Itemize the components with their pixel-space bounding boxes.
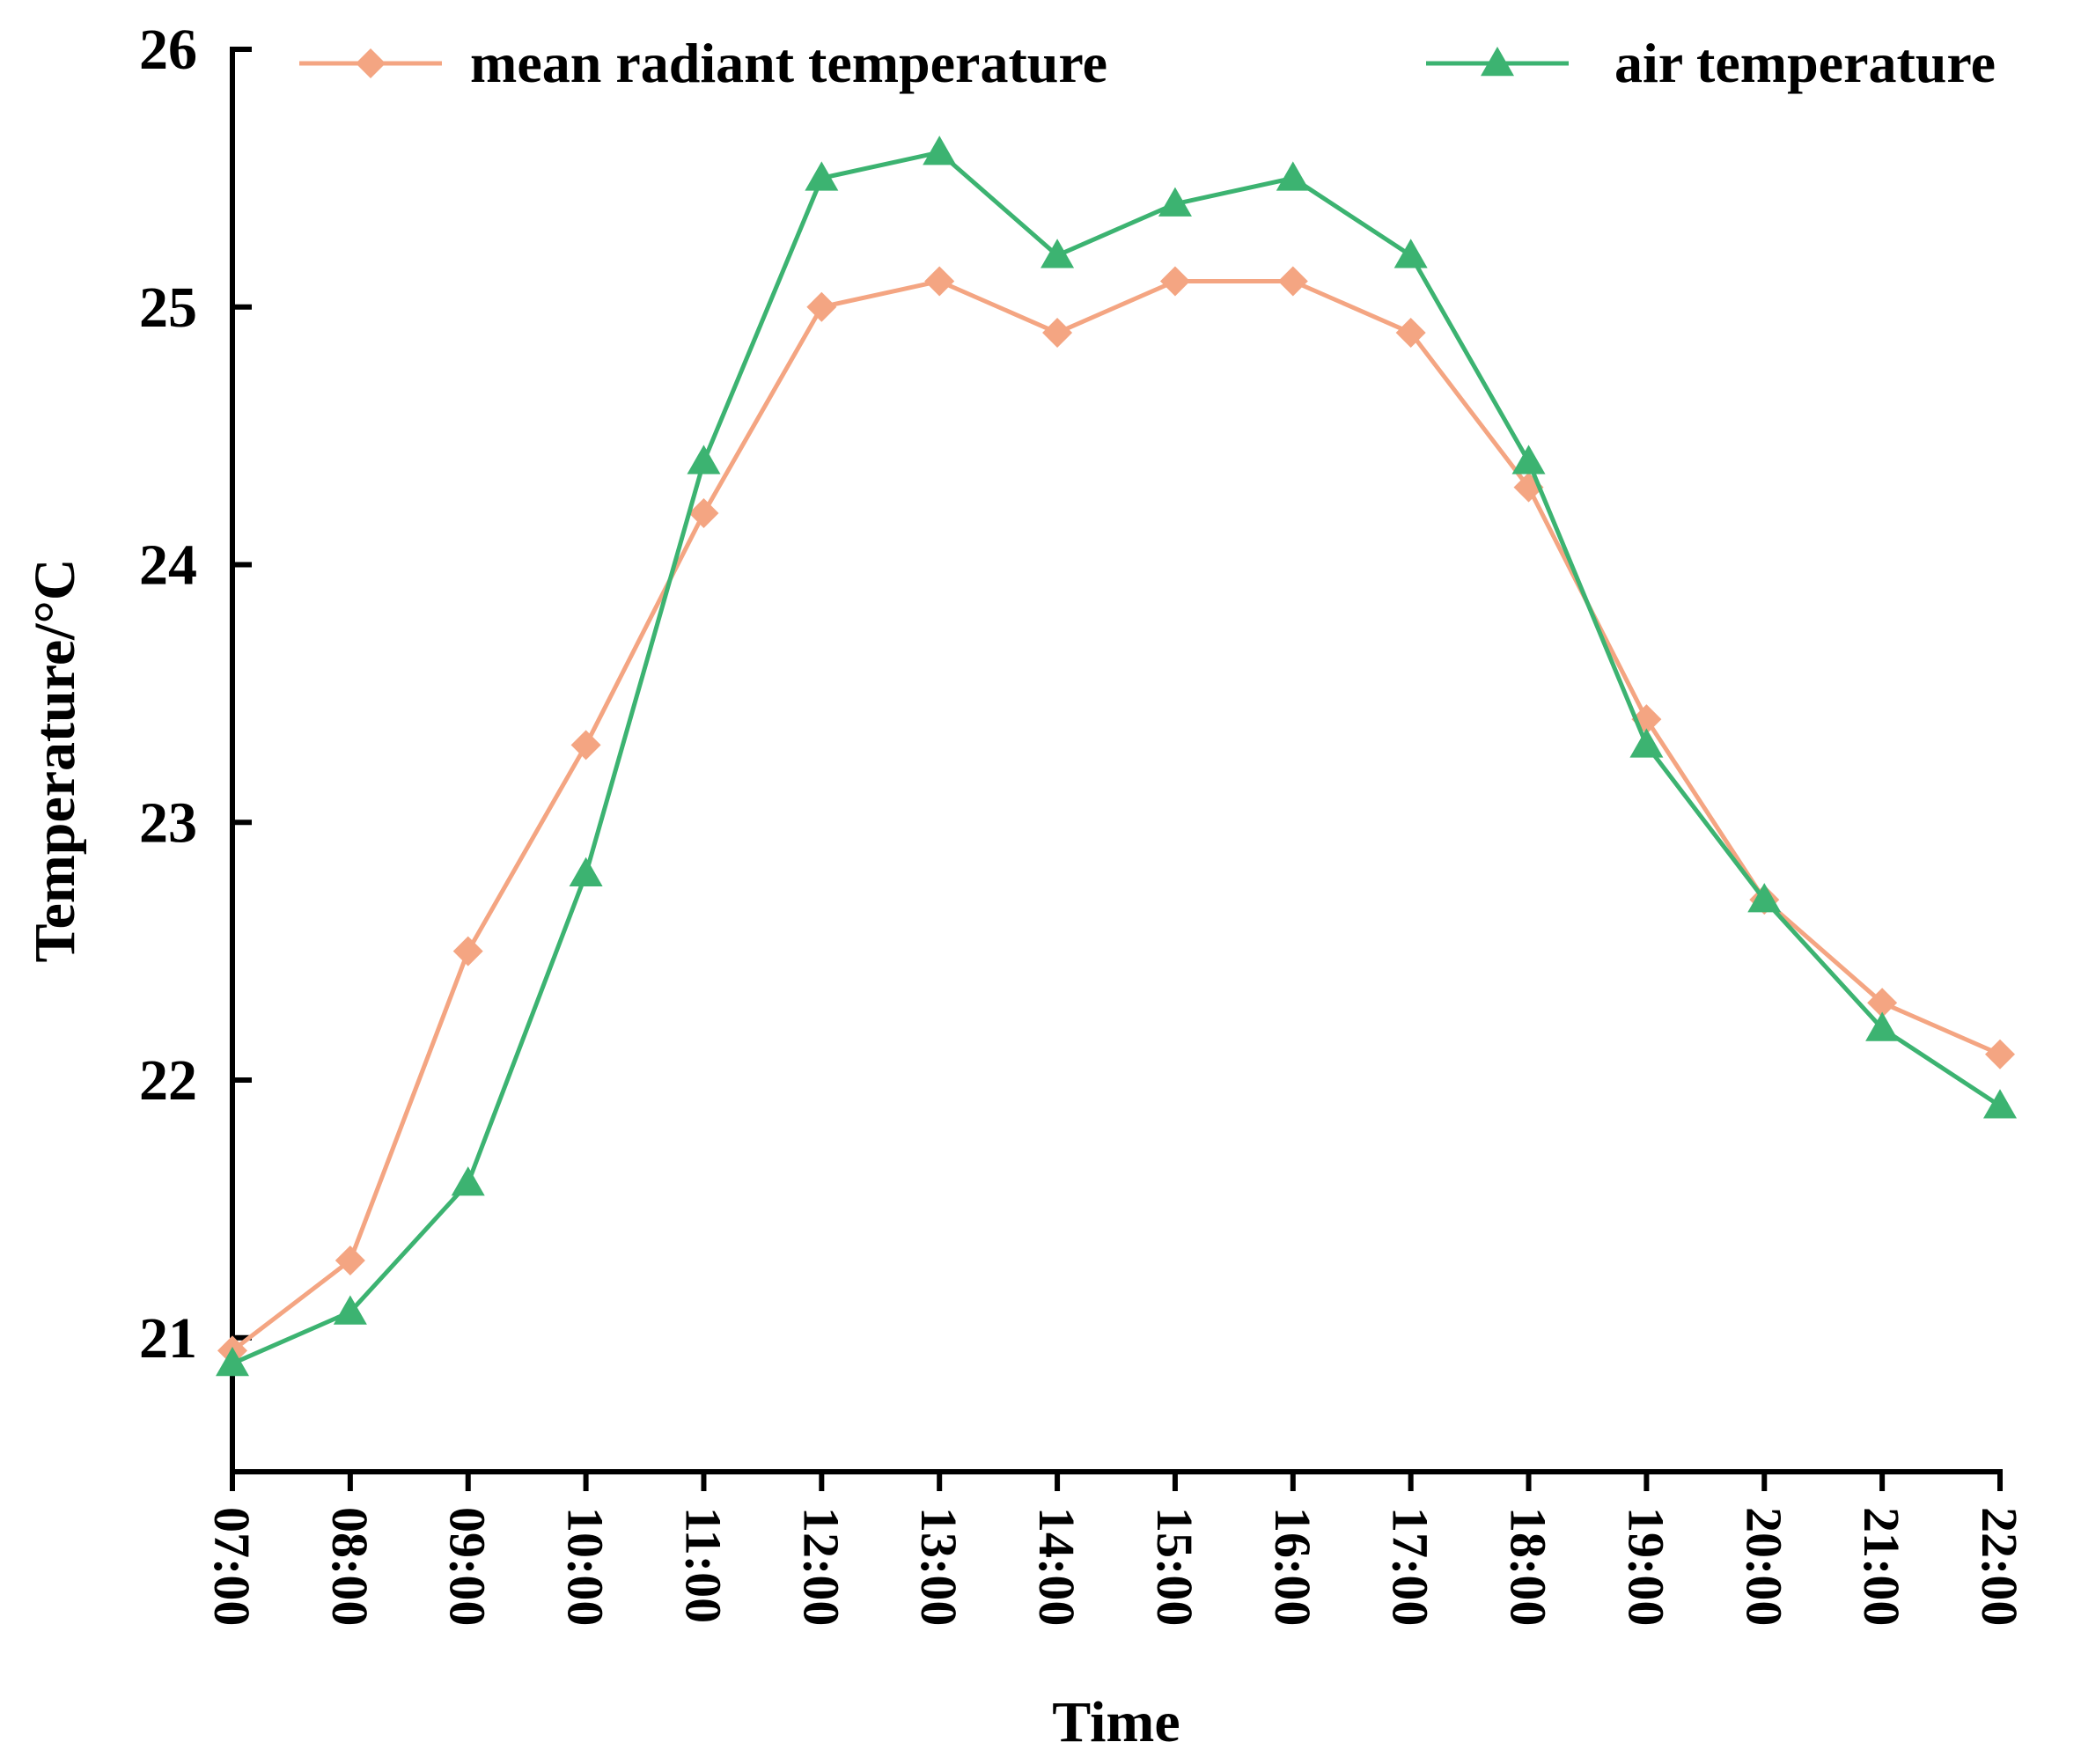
data-point bbox=[1276, 161, 1310, 191]
data-point bbox=[333, 1295, 367, 1325]
data-point bbox=[1983, 1089, 2017, 1119]
x-tick-label: 13:00 bbox=[910, 1507, 967, 1626]
data-point bbox=[1393, 239, 1428, 268]
data-point bbox=[1511, 445, 1546, 474]
data-point bbox=[1629, 728, 1664, 758]
x-tick-label: 22:00 bbox=[1971, 1507, 2028, 1626]
x-tick-label: 21:00 bbox=[1853, 1507, 1910, 1626]
series-mean-radiant-temperature bbox=[217, 266, 2015, 1366]
data-point bbox=[1747, 883, 1782, 913]
data-point bbox=[335, 1245, 365, 1275]
data-point bbox=[1395, 318, 1426, 349]
x-tick-label: 17:00 bbox=[1382, 1507, 1439, 1626]
x-tick-label: 14:00 bbox=[1028, 1507, 1085, 1626]
x-tick-label: 16:00 bbox=[1264, 1507, 1321, 1626]
series-layer bbox=[216, 136, 2017, 1377]
x-axis-title: Time bbox=[1052, 1690, 1180, 1754]
y-axis-ticks: 21 22 23 24 25 26 bbox=[139, 18, 252, 1371]
data-point bbox=[1865, 1011, 1900, 1041]
data-point bbox=[923, 136, 957, 165]
y-tick-label: 22 bbox=[139, 1048, 197, 1113]
data-point bbox=[452, 936, 483, 967]
series-line bbox=[231, 278, 2002, 1353]
x-axis-ticks: 07:00 08:00 09:00 10:00 11:00 12:00 13:00 14:00… bbox=[203, 1472, 2028, 1626]
series-line bbox=[231, 150, 2002, 1366]
x-tick-label: 11:00 bbox=[674, 1507, 732, 1623]
y-tick-label: 23 bbox=[139, 790, 197, 855]
data-point bbox=[1159, 266, 1190, 297]
x-tick-label: 09:00 bbox=[439, 1507, 496, 1626]
legend-item: air temperature bbox=[1426, 32, 1996, 94]
data-point bbox=[1277, 266, 1308, 297]
data-point bbox=[1042, 318, 1073, 349]
x-tick-label: 15:00 bbox=[1146, 1507, 1203, 1626]
x-tick-label: 20:00 bbox=[1735, 1507, 1792, 1626]
series-air-temperature bbox=[216, 136, 2017, 1377]
data-point bbox=[1040, 239, 1075, 268]
data-point bbox=[1985, 1039, 2015, 1069]
data-point bbox=[806, 291, 837, 322]
x-tick-label: 12:00 bbox=[792, 1507, 849, 1626]
y-tick-label: 26 bbox=[139, 18, 197, 82]
x-tick-label: 19:00 bbox=[1617, 1507, 1674, 1626]
legend-marker bbox=[356, 48, 386, 78]
y-tick-label: 24 bbox=[139, 533, 197, 598]
x-tick-label: 10:00 bbox=[557, 1507, 614, 1626]
legend-label: mean radiant temperature bbox=[470, 32, 1107, 94]
plot-area: 21 22 23 24 25 26 07:00 08:00 09:00 10:00 11:00 12… bbox=[139, 18, 2028, 1626]
data-point bbox=[688, 497, 719, 528]
data-point bbox=[569, 856, 603, 887]
data-point bbox=[1867, 988, 1898, 1018]
legend-item: mean radiant temperature bbox=[299, 32, 1107, 94]
y-tick-label: 25 bbox=[139, 276, 197, 340]
data-point bbox=[687, 445, 721, 474]
data-point bbox=[451, 1166, 485, 1196]
x-tick-label: 07:00 bbox=[203, 1507, 261, 1626]
legend-label: air temperature bbox=[1614, 32, 1996, 94]
data-point bbox=[1158, 187, 1192, 217]
x-tick-label: 08:00 bbox=[321, 1507, 379, 1626]
y-axis-title: Temperature/°C bbox=[23, 558, 87, 962]
legend-marker bbox=[1481, 47, 1514, 77]
data-point bbox=[216, 1347, 249, 1377]
y-tick-label: 21 bbox=[139, 1306, 197, 1371]
data-point bbox=[570, 730, 601, 761]
data-point bbox=[924, 266, 955, 297]
data-point bbox=[805, 161, 839, 191]
x-tick-label: 18:00 bbox=[1500, 1507, 1557, 1626]
legend: mean radiant temperature air temperature bbox=[299, 32, 1996, 94]
